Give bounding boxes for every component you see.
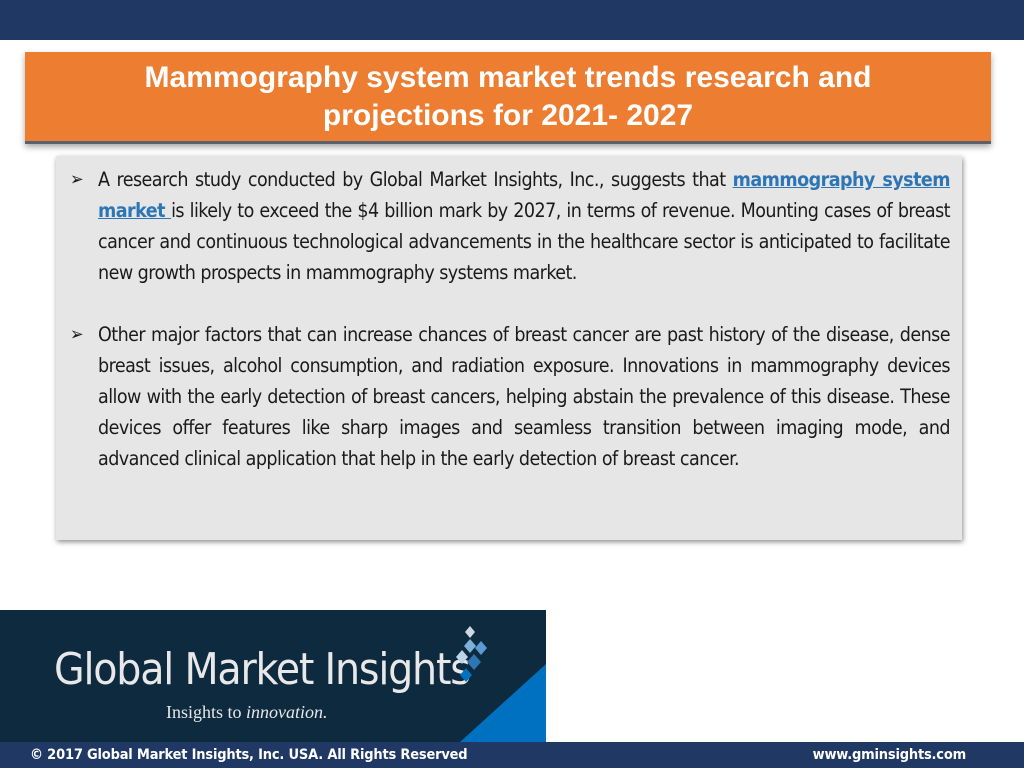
content-box: ➢ A research study conducted by Global M…	[56, 156, 962, 540]
top-bar	[0, 0, 1024, 40]
market-report-link[interactable]: mammography system market	[98, 168, 951, 222]
copyright-text: © 2017 Global Market Insights, Inc. USA.…	[30, 747, 468, 763]
bullet-item-1: ➢ A research study conducted by Global M…	[68, 164, 951, 288]
slide-title: Mammography system market trends researc…	[144, 60, 872, 132]
diamonds-icon	[456, 626, 487, 682]
logo-tagline: Insights to innovation.	[166, 702, 328, 722]
logo-corner-accent	[460, 664, 546, 742]
logo-wordmark: Global Market Insights	[54, 644, 471, 695]
footer-bar: © 2017 Global Market Insights, Inc. USA.…	[0, 742, 1024, 768]
bullet-2-text: Other major factors that can increase ch…	[98, 323, 951, 470]
arrow-bullet-icon: ➢	[70, 324, 84, 345]
bullet-1-prefix: A research study conducted by Global Mar…	[98, 168, 733, 191]
bullet-1-suffix: is likely to exceed the $4 billion mark …	[98, 199, 951, 284]
website-link[interactable]: www.gminsights.com	[812, 747, 967, 763]
title-banner: Mammography system market trends researc…	[25, 52, 991, 144]
arrow-bullet-icon: ➢	[70, 169, 84, 190]
company-logo: Global Market Insights Insights to innov…	[0, 610, 546, 742]
bullet-item-2: ➢ Other major factors that can increase …	[68, 319, 951, 474]
